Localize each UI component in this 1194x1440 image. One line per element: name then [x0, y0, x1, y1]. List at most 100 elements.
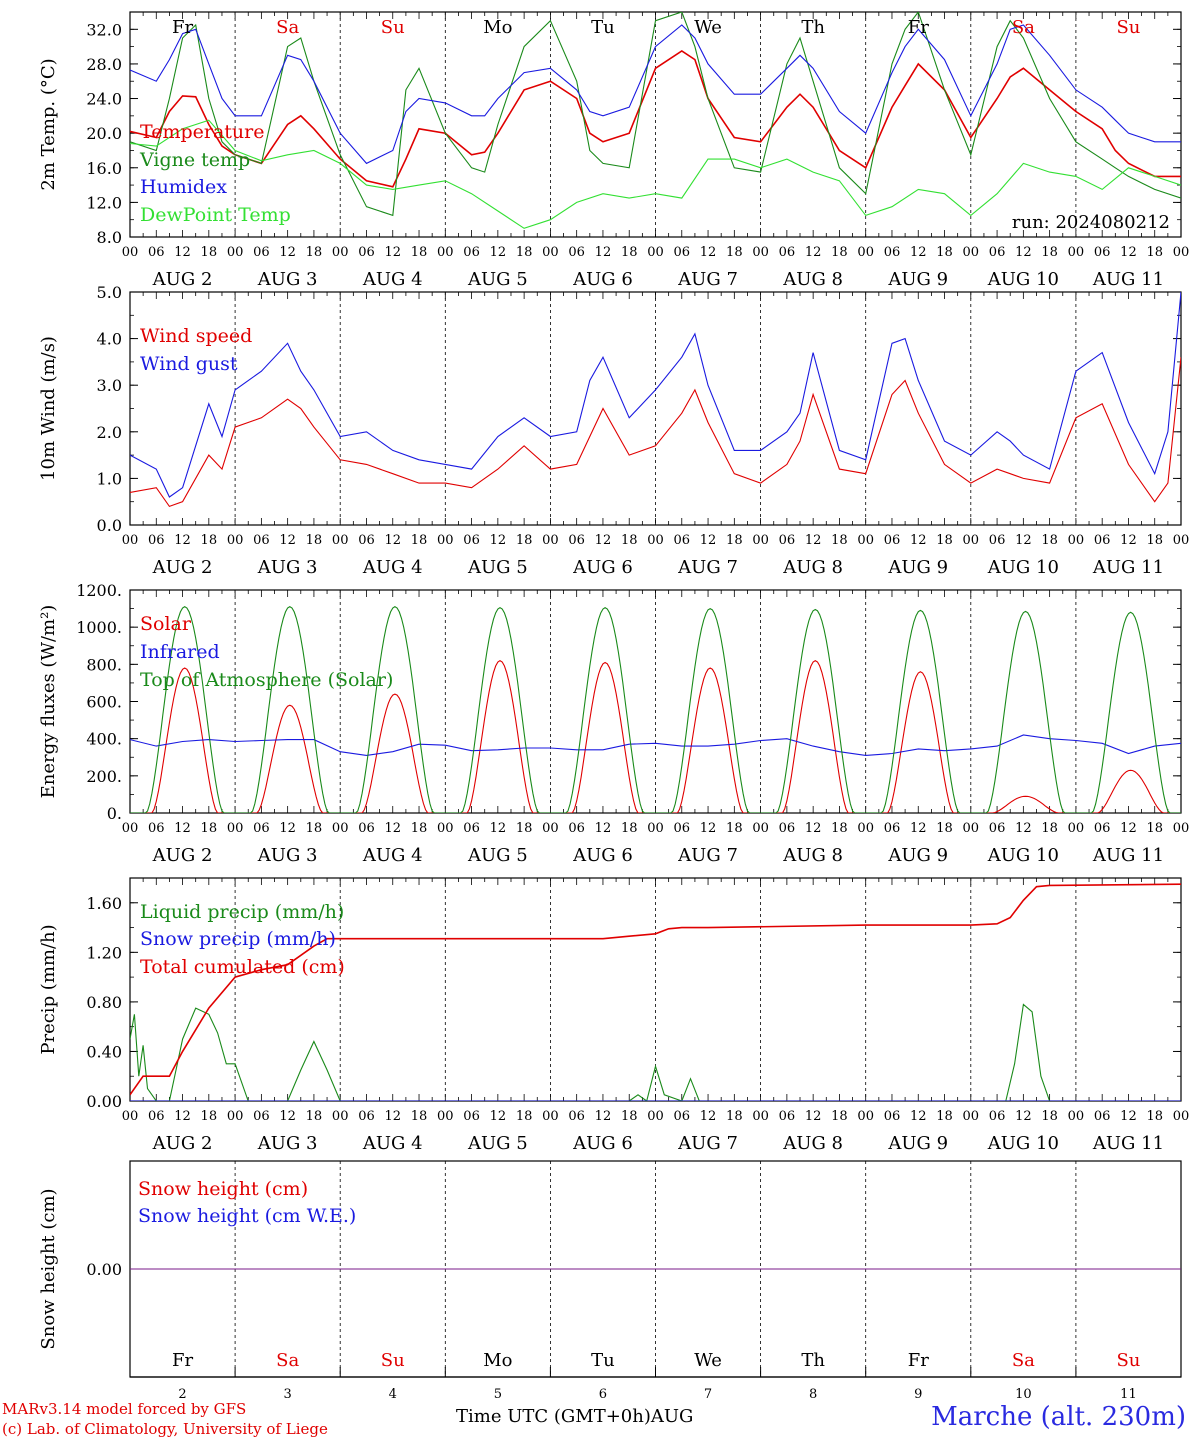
hour-tick-label: 12 [805, 821, 822, 836]
hour-tick-label: 18 [201, 1109, 218, 1124]
date-label: AUG 4 [362, 845, 423, 866]
legend-entry: Top of Atmosphere (Solar) [140, 669, 393, 691]
hour-tick-label: 00 [647, 245, 664, 260]
y-tick-label: 400. [86, 730, 122, 749]
legend-entry: Infrared [140, 641, 220, 663]
hour-tick-label: 12 [174, 245, 191, 260]
hour-tick-label: 18 [1146, 1109, 1163, 1124]
hour-tick-label: 12 [384, 245, 401, 260]
hour-tick-label: 06 [779, 245, 796, 260]
hour-tick-label: 18 [831, 533, 848, 548]
panel-precip: 0.00 0.40 0.80 1.20 1.60 Precip (mm/h) Liquid … [38, 877, 1190, 1154]
hour-tick-label: 06 [358, 245, 375, 260]
hour-tick-label: 00 [332, 1109, 349, 1124]
date-label: AUG 7 [677, 1133, 738, 1154]
hour-tick-label: 06 [568, 533, 585, 548]
hour-tick-label: 00 [1173, 245, 1190, 260]
hour-tick-label: 18 [1041, 245, 1058, 260]
hour-tick-label: 06 [568, 245, 585, 260]
hour-tick-label: 06 [253, 245, 270, 260]
hour-tick-label: 00 [437, 533, 454, 548]
hour-tick-label: 06 [148, 245, 165, 260]
hour-tick-label: 18 [1146, 821, 1163, 836]
y-tick-label: 12.0 [86, 193, 122, 212]
model-credit: MARv3.14 model forced by GFS [2, 1400, 247, 1418]
hour-tick-label: 12 [279, 821, 296, 836]
y-tick-label: 5.0 [97, 283, 122, 302]
hour-tick-label: 00 [1068, 245, 1085, 260]
y-tick-label: 1200. [76, 581, 122, 600]
y-tick-label: 20.0 [86, 124, 122, 143]
hour-tick-label: 18 [621, 245, 638, 260]
legend-entry: Vigne temp [139, 149, 250, 171]
hour-tick-label: 00 [857, 245, 874, 260]
hour-tick-label: 06 [463, 245, 480, 260]
hour-tick-label: 12 [279, 1109, 296, 1124]
hour-tick-label: 18 [726, 1109, 743, 1124]
legend-entry: Snow precip (mm/h) [140, 928, 336, 950]
weekday-label: Fr [172, 1350, 193, 1371]
panel-wind: 0.0 1.0 2.0 3.0 4.0 5.0 10m Wind (m/s) Wind spe… [38, 283, 1189, 578]
date-label: AUG 9 [887, 1133, 948, 1154]
hour-tick-label: 12 [700, 821, 717, 836]
day-number: 5 [494, 1387, 502, 1402]
weekday-label: Th [801, 17, 825, 38]
y-tick-label: 0.80 [86, 993, 122, 1012]
hour-tick-label: 18 [201, 821, 218, 836]
hour-tick-label: 06 [358, 533, 375, 548]
hour-tick-label: 06 [674, 821, 691, 836]
hour-tick-label: 12 [1015, 533, 1032, 548]
hour-tick-label: 00 [437, 821, 454, 836]
hour-tick-label: 06 [253, 821, 270, 836]
hour-tick-label: 18 [621, 533, 638, 548]
y-tick-label: 8.0 [97, 228, 122, 247]
hour-tick-label: 00 [857, 821, 874, 836]
hour-tick-label: 00 [227, 533, 244, 548]
hour-tick-label: 06 [674, 533, 691, 548]
hour-tick-label: 12 [595, 821, 612, 836]
x-axis-label: Time UTC (GMT+0h) [456, 1406, 651, 1427]
date-label: AUG 2 [152, 1133, 213, 1154]
hour-tick-label: 00 [332, 821, 349, 836]
hour-tick-label: 18 [516, 245, 533, 260]
series-line-wind-speed [130, 357, 1181, 508]
y-tick-label: 28.0 [86, 55, 122, 74]
hour-tick-label: 06 [989, 1109, 1006, 1124]
hour-tick-label: 18 [621, 821, 638, 836]
hour-tick-label: 00 [752, 1109, 769, 1124]
hour-tick-label: 12 [490, 1109, 507, 1124]
hour-tick-label: 06 [568, 1109, 585, 1124]
hour-tick-label: 18 [1146, 245, 1163, 260]
date-label: AUG 5 [467, 1133, 528, 1154]
hour-tick-label: 12 [1120, 245, 1137, 260]
panel-temperature: 8.0 12.0 16.0 20.0 24.0 28.0 32.0 2m Temp. (°C)… [38, 11, 1190, 290]
series-line-infrared [130, 734, 1181, 756]
hour-tick-label: 06 [884, 533, 901, 548]
date-label: AUG 7 [677, 269, 738, 290]
hour-tick-label: 12 [910, 821, 927, 836]
day-number: 6 [599, 1387, 607, 1402]
legend-entry: Wind speed [140, 325, 252, 347]
run-annotation: run: 2024080212 [1012, 212, 1170, 233]
date-label: AUG 5 [467, 557, 528, 578]
hour-tick-label: 18 [306, 533, 323, 548]
hour-tick-label: 00 [1068, 533, 1085, 548]
hour-tick-label: 06 [884, 821, 901, 836]
date-label: AUG 8 [782, 269, 843, 290]
hour-tick-label: 00 [647, 1109, 664, 1124]
y-tick-label: 0.00 [86, 1092, 122, 1111]
hour-tick-label: 18 [411, 533, 428, 548]
series-line-wind-gust [130, 292, 1181, 498]
hour-tick-label: 18 [306, 245, 323, 260]
y-axis-label: Energy fluxes (W/m²) [38, 605, 59, 799]
hour-tick-label: 06 [779, 1109, 796, 1124]
y-tick-label: 32.0 [86, 20, 122, 39]
hour-tick-label: 12 [700, 245, 717, 260]
date-label: AUG 10 [987, 269, 1059, 290]
hour-tick-label: 12 [805, 245, 822, 260]
hour-tick-label: 00 [1173, 1109, 1190, 1124]
date-label: AUG 8 [782, 845, 843, 866]
day-number: 7 [704, 1387, 712, 1402]
date-label: AUG 4 [362, 1133, 423, 1154]
